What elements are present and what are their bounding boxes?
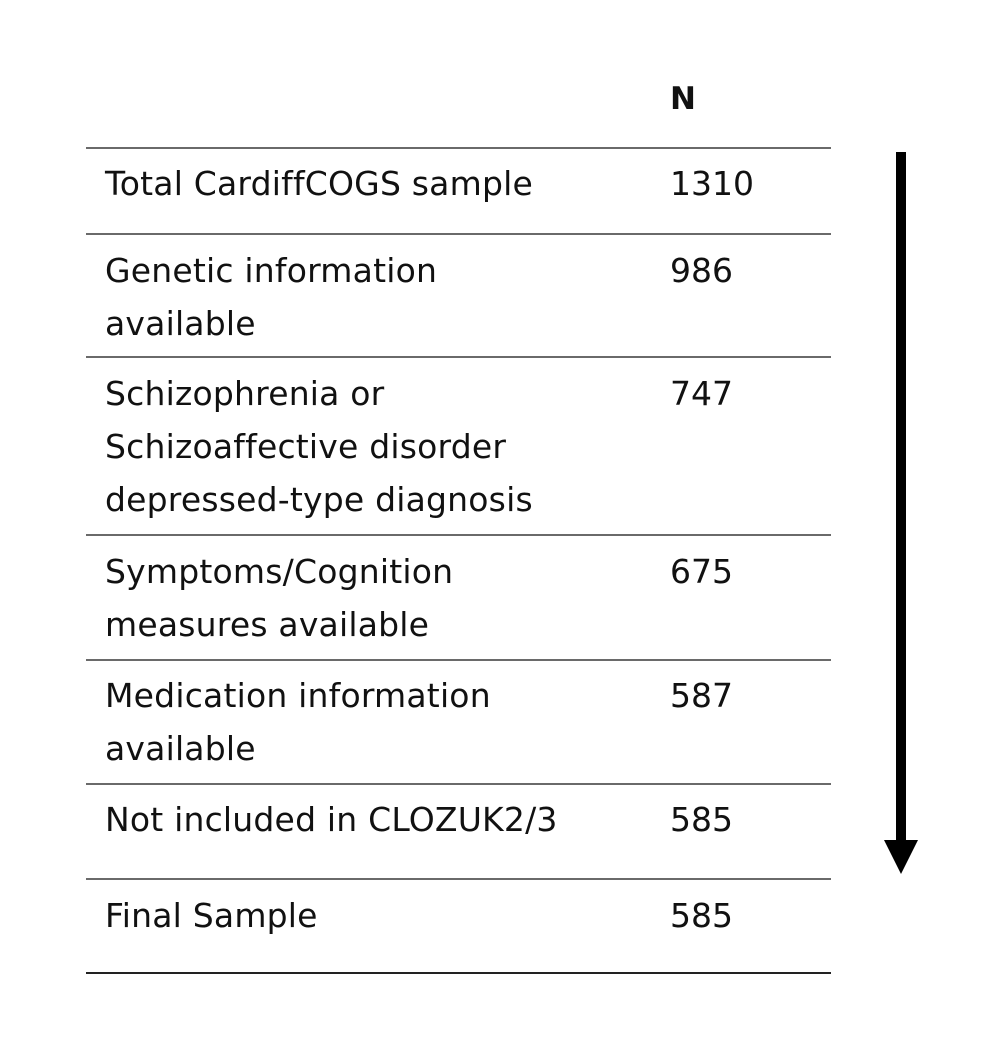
row-label-medication: Medication information available [105, 676, 491, 768]
row-divider [86, 147, 831, 149]
row-n-final-sample: 585 [670, 896, 733, 935]
row-divider [86, 659, 831, 661]
row-label-diagnosis: Schizophrenia or Schizoaffective disorde… [105, 374, 533, 519]
row-label-not-in-clozuk: Not included in CLOZUK2/3 [105, 800, 558, 839]
sample-flow-table: N Total CardiffCOGS sample 1310 Genetic … [86, 0, 831, 1047]
row-n-symptoms-cognition: 675 [670, 552, 733, 591]
row-label-final-sample: Final Sample [105, 896, 318, 935]
row-divider [86, 878, 831, 880]
table-bottom-border [86, 972, 831, 974]
column-header-n: N [670, 81, 696, 117]
row-label-total-sample: Total CardiffCOGS sample [105, 164, 533, 203]
row-divider [86, 356, 831, 358]
row-n-genetic-info: 986 [670, 251, 733, 290]
row-label-genetic-info: Genetic information available [105, 251, 438, 343]
row-n-total-sample: 1310 [670, 164, 754, 203]
down-arrow-icon [884, 152, 918, 874]
row-n-diagnosis: 747 [670, 374, 733, 413]
row-divider [86, 534, 831, 536]
row-divider [86, 233, 831, 235]
row-n-not-in-clozuk: 585 [670, 800, 733, 839]
row-label-symptoms-cognition: Symptoms/Cognition measures available [105, 552, 454, 644]
row-n-medication: 587 [670, 676, 733, 715]
row-divider [86, 783, 831, 785]
